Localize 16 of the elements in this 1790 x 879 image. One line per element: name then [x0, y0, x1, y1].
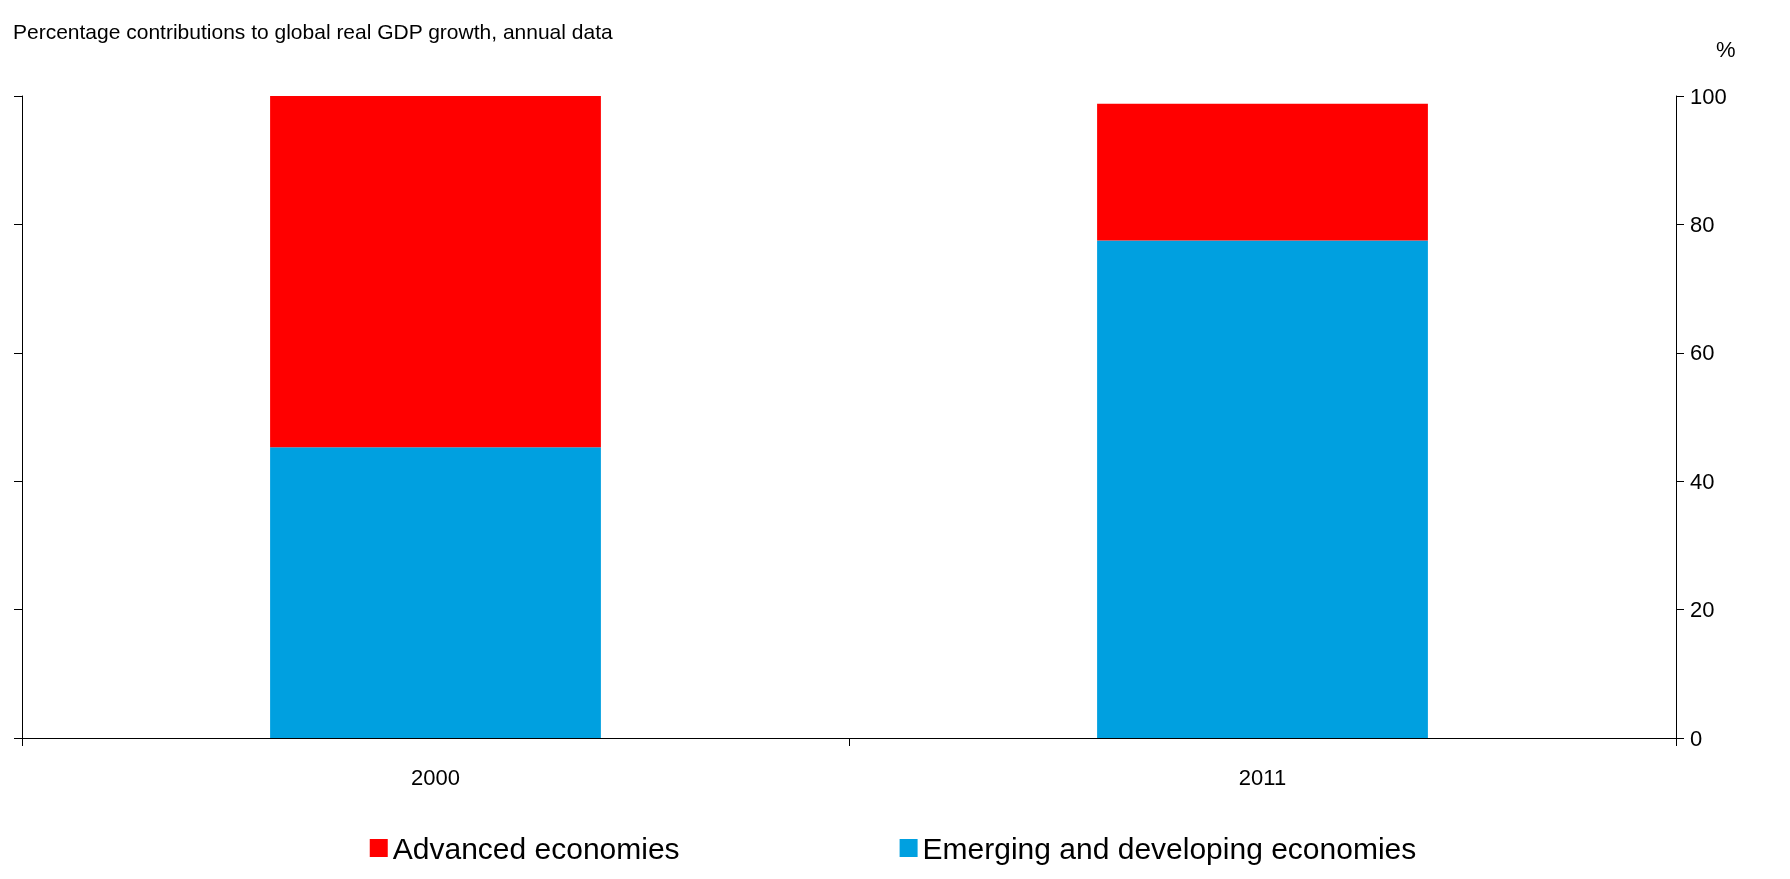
- legend-label: Emerging and developing economies: [922, 831, 1417, 865]
- y-tick-label: 0: [1690, 725, 1703, 751]
- bar: [270, 96, 601, 448]
- bar: [270, 447, 601, 738]
- y-tick-label: 80: [1690, 211, 1715, 237]
- legend-label: Advanced economies: [392, 831, 680, 865]
- bar: [1097, 103, 1428, 241]
- chart-title: Percentage contributions to global real GDP growth, annual data: [13, 20, 613, 43]
- y-tick-label: 20: [1690, 597, 1715, 623]
- x-tick-label: 2011: [1238, 764, 1287, 790]
- y-tick-label: 60: [1690, 340, 1715, 366]
- x-tick-label: 2000: [411, 764, 460, 790]
- y-tick-label: 40: [1690, 468, 1715, 494]
- bar: [1097, 240, 1428, 738]
- y-tick-label: 100: [1690, 83, 1727, 109]
- y-axis-title: %: [1716, 36, 1736, 62]
